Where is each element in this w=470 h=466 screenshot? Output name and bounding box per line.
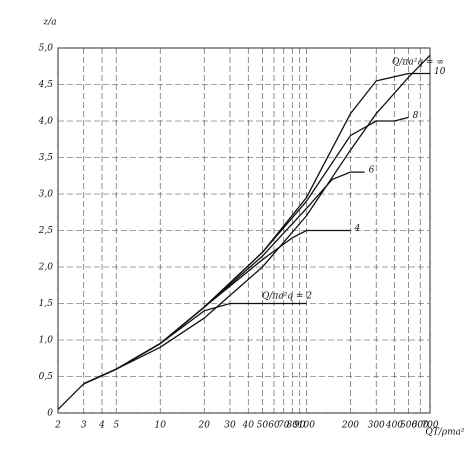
x-tick-label: 40 xyxy=(242,421,255,431)
x-tick-label: 3 xyxy=(81,421,87,431)
x-tick-label: 5 xyxy=(113,421,119,431)
x-tick-label: 30 xyxy=(224,421,236,431)
x-tick-label: 90 xyxy=(294,421,306,431)
curve-label: 6 xyxy=(369,166,375,176)
x-tick-label: 60 xyxy=(268,421,280,431)
x-tick-label: 700 xyxy=(421,421,438,431)
curve-label: 10 xyxy=(434,67,446,77)
curve xyxy=(57,54,431,410)
y-tick-label: 3,0 xyxy=(39,190,54,200)
curve xyxy=(83,72,430,385)
x-tick-label: 70 xyxy=(278,421,290,431)
x-axis-label: QT/ρma² xyxy=(425,428,465,438)
x-tick-label: 50 xyxy=(257,421,269,431)
x-tick-label: 80 xyxy=(287,421,299,431)
y-tick-label: 0,5 xyxy=(39,372,54,382)
annotation: Q/πa²q = 2 xyxy=(262,292,312,302)
x-tick-label: 10 xyxy=(154,421,166,431)
curve-label: 4 xyxy=(353,224,360,234)
x-tick-label: 400 xyxy=(385,421,403,431)
y-tick-label: 4,0 xyxy=(38,117,54,127)
x-tick-label: 100 xyxy=(298,421,315,431)
y-tick-label: 0 xyxy=(47,409,53,419)
y-tick-label: 1,0 xyxy=(39,336,54,346)
x-tick-label: 20 xyxy=(197,421,210,431)
curve xyxy=(83,171,365,385)
y-tick-label: 5,0 xyxy=(39,44,54,54)
y-tick-label: 2,5 xyxy=(38,226,54,236)
y-axis-label: z/a xyxy=(42,18,56,28)
y-tick-label: 3,5 xyxy=(39,153,54,163)
curve xyxy=(83,302,307,385)
x-tick-label: 600 xyxy=(412,421,429,431)
x-tick-label: 4 xyxy=(98,421,105,431)
x-tick-label: 2 xyxy=(54,421,61,431)
annotation: Q/πa²q = ∞ xyxy=(392,58,444,68)
y-tick-label: 1,5 xyxy=(39,299,54,309)
curve-label: 8 xyxy=(413,111,419,121)
x-tick-label: 200 xyxy=(341,421,359,431)
x-tick-label: 500 xyxy=(400,421,417,431)
y-tick-label: 4,5 xyxy=(38,80,54,90)
x-tick-label: 300 xyxy=(368,421,385,431)
y-tick-label: 2,0 xyxy=(38,263,54,273)
